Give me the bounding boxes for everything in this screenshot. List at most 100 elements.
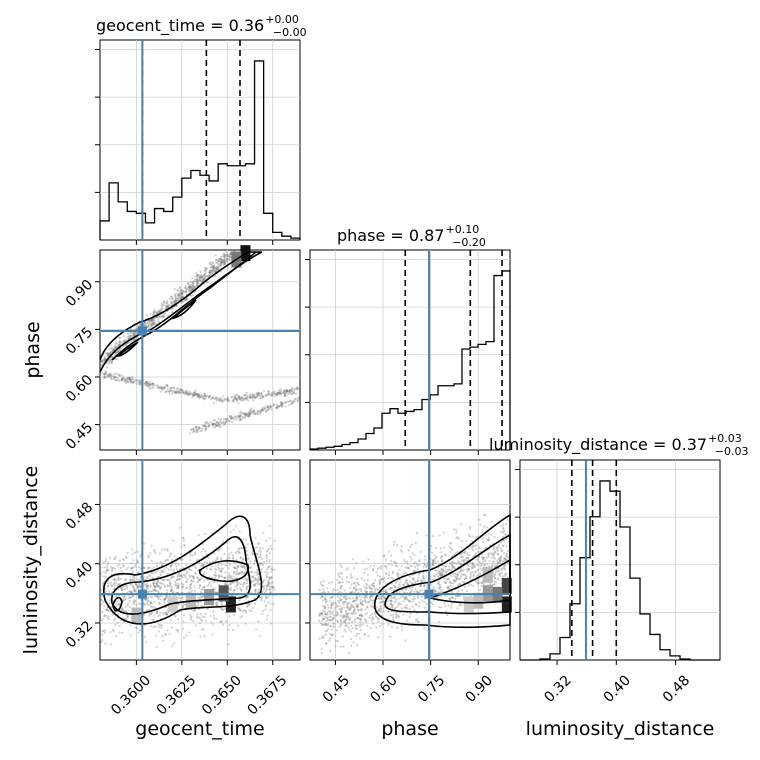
scatter-point (438, 584, 441, 587)
scatter-point (121, 609, 125, 612)
scatter-point (499, 559, 502, 562)
scatter-point (446, 577, 449, 581)
scatter-point (355, 604, 358, 608)
scatter-point (200, 429, 204, 432)
scatter-point (215, 261, 218, 264)
scatter-point (101, 629, 104, 633)
scatter-point (164, 633, 167, 636)
scatter-point (244, 413, 247, 416)
scatter-point (392, 596, 395, 600)
scatter-point (467, 567, 470, 570)
scatter-point (131, 333, 134, 336)
scatter-point (412, 578, 415, 581)
scatter-point (199, 270, 202, 273)
scatter-point (280, 392, 283, 395)
scatter-point (108, 359, 111, 362)
scatter-point (251, 607, 254, 610)
ylabel-luminosity-distance: luminosity_distance (20, 466, 42, 655)
scatter-point (246, 398, 249, 401)
scatter-point (252, 575, 255, 579)
scatter-point (171, 588, 174, 591)
scatter-point (170, 302, 173, 305)
scatter-point (478, 564, 481, 567)
scatter-point (474, 536, 477, 539)
scatter-point (190, 574, 193, 577)
scatter-point (257, 572, 260, 575)
scatter-point (329, 600, 332, 603)
scatter-point (386, 600, 389, 603)
scatter-point (220, 261, 223, 264)
scatter-point (492, 552, 496, 555)
scatter-point (335, 578, 339, 581)
scatter-point (503, 557, 506, 560)
scatter-point (120, 607, 123, 610)
scatter-point (388, 599, 391, 602)
scatter-point (199, 635, 202, 638)
scatter-point (234, 585, 237, 588)
scatter-point (126, 614, 129, 617)
scatter-point (423, 606, 426, 609)
scatter-point (159, 386, 163, 389)
scatter-point (481, 556, 485, 559)
scatter-point (435, 555, 438, 558)
scatter-point (213, 270, 216, 273)
scatter-point (364, 589, 367, 592)
scatter-point (413, 562, 416, 565)
scatter-point (351, 590, 354, 593)
scatter-point (201, 275, 204, 278)
scatter-point (452, 578, 455, 582)
scatter-point (208, 271, 211, 274)
scatter-point (238, 398, 242, 401)
scatter-point (354, 587, 357, 590)
scatter-point (392, 619, 396, 622)
scatter-point (203, 424, 206, 427)
scatter-point (318, 637, 321, 640)
scatter-point (395, 616, 398, 619)
scatter-point (170, 564, 173, 567)
scatter-point (149, 325, 152, 328)
scatter-point (382, 600, 385, 603)
scatter-point (228, 253, 231, 256)
scatter-point (290, 402, 293, 405)
scatter-point (257, 542, 260, 546)
scatter-point (270, 582, 273, 585)
scatter-point (214, 565, 217, 568)
scatter-point (455, 575, 458, 578)
scatter-point (296, 400, 299, 403)
scatter-point (237, 582, 240, 585)
scatter-point (196, 393, 199, 396)
scatter-point (182, 583, 185, 586)
scatter-point (131, 585, 134, 588)
scatter-point (339, 605, 342, 608)
scatter-point (219, 421, 223, 424)
scatter-point (466, 551, 469, 555)
scatter-point (247, 411, 250, 414)
scatter-point (212, 422, 215, 425)
scatter-point (210, 271, 213, 274)
scatter-point (108, 590, 111, 593)
scatter-point (240, 570, 243, 573)
scatter-point (179, 289, 183, 292)
scatter-point (161, 578, 164, 581)
scatter-point (260, 408, 263, 411)
scatter-point (240, 397, 243, 400)
scatter-point (287, 389, 290, 393)
scatter-point (202, 628, 205, 631)
scatter-point (418, 560, 421, 563)
scatter-point (333, 616, 336, 619)
scatter-point (211, 587, 214, 590)
scatter-point (118, 563, 121, 566)
scatter-point (252, 583, 255, 587)
scatter-point (177, 563, 180, 566)
scatter-point (194, 430, 197, 434)
scatter-point (103, 375, 106, 378)
scatter-point (364, 619, 368, 622)
scatter-point (245, 396, 248, 399)
scatter-point (108, 360, 112, 363)
scatter-point (460, 569, 463, 572)
scatter-point (112, 578, 115, 581)
scatter-point (214, 574, 217, 577)
scatter-point (327, 627, 330, 631)
scatter-point (406, 583, 409, 586)
scatter-point (163, 312, 166, 315)
